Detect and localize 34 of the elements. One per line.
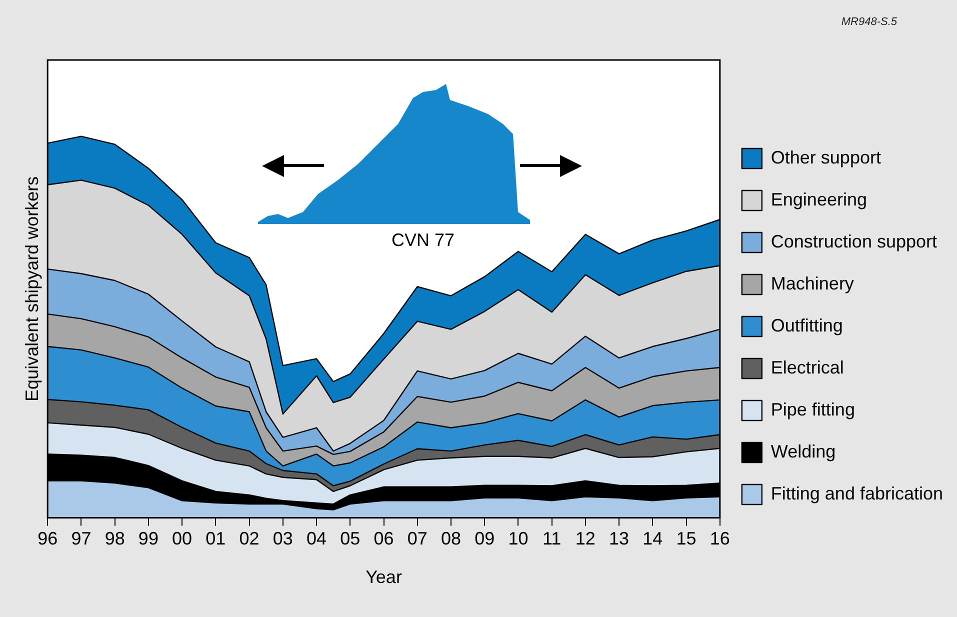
legend-label: Outfitting — [770, 315, 843, 336]
legend-label: Electrical — [770, 357, 844, 378]
x-tick-label: 14 — [642, 528, 663, 549]
x-tick-label: 01 — [206, 528, 226, 549]
legend-label: Pipe fitting — [770, 399, 855, 420]
legend-label: Machinery — [770, 273, 854, 294]
x-tick-label: 97 — [71, 528, 92, 549]
x-tick-label: 00 — [172, 528, 192, 549]
legend-label: Fitting and fabrication — [770, 483, 944, 504]
legend-label: Engineering — [770, 189, 867, 210]
legend-label: Welding — [770, 441, 836, 462]
x-tick-label: 02 — [239, 528, 260, 549]
x-tick-label: 15 — [676, 528, 696, 549]
x-tick-label: 16 — [710, 528, 730, 549]
x-tick-label: 03 — [272, 528, 293, 549]
x-tick-label: 99 — [138, 528, 158, 549]
x-tick-label: 12 — [575, 528, 596, 549]
text: MR948-S.5 — [841, 16, 897, 28]
x-tick-label: 08 — [440, 528, 461, 549]
x-tick-label: 09 — [474, 528, 495, 549]
legend-label: Construction support — [770, 231, 937, 252]
y-axis-title: Equivalent shipyard workers — [22, 176, 42, 402]
annotation: CVN 77 — [390, 230, 456, 251]
x-tick-label: 06 — [374, 528, 394, 549]
x-tick-label: 11 — [542, 528, 562, 549]
x-tick-label: 05 — [340, 528, 360, 549]
legend-label: Other support — [770, 147, 881, 168]
x-tick-label: 98 — [104, 528, 125, 549]
x-tick-label: 10 — [508, 528, 528, 549]
x-tick-label: 13 — [609, 528, 630, 549]
x-tick-label: 96 — [38, 528, 58, 549]
x-tick-label: 04 — [306, 528, 327, 549]
x-axis-title: Year — [366, 567, 402, 588]
x-tick-label: 07 — [407, 528, 428, 549]
